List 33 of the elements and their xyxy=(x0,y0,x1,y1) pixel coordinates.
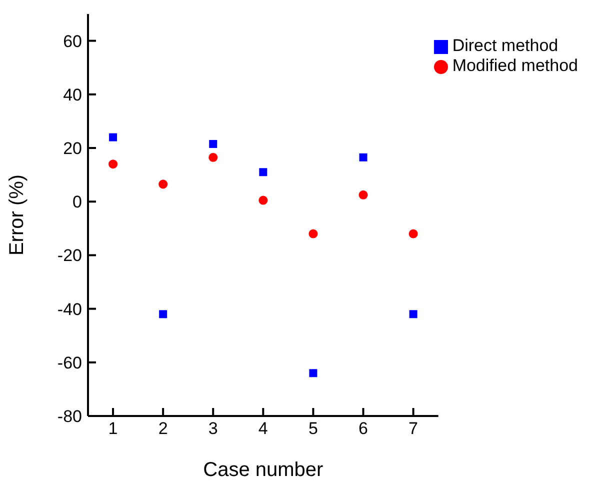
point xyxy=(408,229,418,238)
y-tick-label: 60 xyxy=(63,32,82,51)
y-tick-label: -80 xyxy=(57,407,82,426)
y-axis-title: Error (%) xyxy=(6,174,28,256)
point xyxy=(159,310,168,318)
legend-label: Modified method xyxy=(452,56,578,75)
x-tick-label: 5 xyxy=(308,419,318,438)
point xyxy=(409,310,418,318)
y-tick-label: -60 xyxy=(57,353,82,372)
x-tick-label: 7 xyxy=(408,419,418,438)
point xyxy=(208,152,218,162)
y-tick-label: 0 xyxy=(72,192,82,212)
point xyxy=(359,153,368,162)
x-tick-label: 6 xyxy=(358,419,368,438)
x-tick-label: 3 xyxy=(208,419,218,438)
y-tick-label: -20 xyxy=(57,246,82,266)
y-tick-label: -40 xyxy=(57,300,82,319)
y-tick-label: 20 xyxy=(63,139,82,158)
x-axis-title: Case number xyxy=(203,459,324,481)
point xyxy=(108,160,118,169)
y-tick-label: 40 xyxy=(63,85,82,104)
x-tick-label: 2 xyxy=(158,419,168,438)
point xyxy=(209,140,218,148)
point xyxy=(308,229,318,238)
x-tick-label: 4 xyxy=(258,419,268,438)
point xyxy=(258,196,268,205)
point xyxy=(259,168,268,176)
point xyxy=(109,133,118,142)
point xyxy=(358,190,368,200)
point xyxy=(309,369,318,378)
x-tick-label: 1 xyxy=(108,419,118,438)
point xyxy=(158,180,168,189)
legend-label: Direct method xyxy=(452,36,558,55)
